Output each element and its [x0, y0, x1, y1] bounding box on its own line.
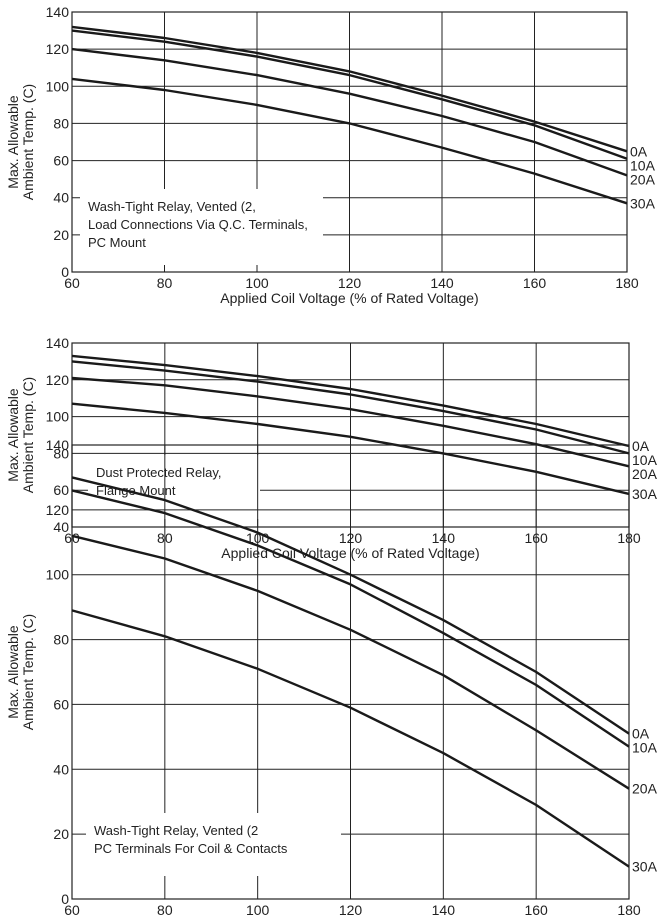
x-tick-label: 60	[64, 902, 80, 915]
series-label-30A: 30A	[630, 195, 656, 211]
x-tick-label: 80	[157, 275, 173, 291]
y-axis-label: Max. Allowable	[5, 95, 21, 189]
y-axis-label: Max. Allowable	[5, 388, 21, 482]
plot-frame	[71, 444, 630, 900]
x-tick-label: 180	[617, 902, 641, 915]
series-line-20A	[71, 376, 630, 468]
series-line-30A	[71, 77, 628, 205]
x-tick-label: 140	[430, 275, 454, 291]
series-label-0A: 0A	[632, 438, 650, 454]
series-label-20A: 20A	[630, 171, 656, 187]
series-label-10A: 10A	[632, 452, 658, 468]
note-box	[88, 455, 260, 519]
y-tick-label: 80	[53, 115, 69, 131]
x-tick-label: 160	[523, 275, 547, 291]
y-tick-label: 40	[53, 761, 69, 777]
x-tick-label: 120	[338, 275, 362, 291]
x-tick-label: 80	[157, 902, 173, 915]
x-tick-label: 100	[245, 275, 269, 291]
series-line-10A	[71, 489, 630, 748]
series-line-30A	[71, 609, 630, 868]
y-tick-label: 40	[53, 519, 69, 535]
y-tick-label: 20	[53, 227, 69, 243]
y-tick-label: 0	[61, 891, 69, 907]
series-label-0A: 0A	[630, 143, 648, 159]
y-axis-label: Ambient Temp. (C)	[20, 84, 36, 200]
y-tick-label: 120	[46, 372, 70, 388]
x-axis-label: Applied Coil Voltage (% of Rated Voltage…	[220, 290, 478, 306]
series-line-20A	[71, 534, 630, 790]
y-tick-label: 100	[46, 567, 70, 583]
x-tick-label: 160	[524, 902, 548, 915]
y-axis-label: Ambient Temp. (C)	[20, 377, 36, 493]
y-tick-label: 60	[53, 153, 69, 169]
chart-note-line: PC Mount	[88, 235, 146, 250]
chart-note-line: Flange Mount	[96, 483, 176, 498]
y-tick-label: 80	[53, 632, 69, 648]
x-tick-label: 180	[615, 275, 639, 291]
series-label-0A: 0A	[632, 726, 650, 742]
y-axis-label: Max. Allowable	[5, 625, 21, 719]
series-line-20A	[71, 47, 628, 177]
y-tick-label: 140	[46, 437, 70, 453]
series-label-30A: 30A	[632, 486, 658, 502]
note-box	[80, 189, 323, 265]
chart-note-line: Wash-Tight Relay, Vented (2,	[88, 199, 256, 214]
series-line-0A	[71, 476, 630, 735]
y-tick-label: 100	[46, 78, 70, 94]
series-label-20A: 20A	[632, 466, 658, 482]
series-line-10A	[71, 29, 628, 160]
y-tick-label: 20	[53, 826, 69, 842]
chart-note-line: Load Connections Via Q.C. Terminals,	[88, 217, 308, 232]
chart-note-line: Dust Protected Relay,	[96, 465, 221, 480]
chart-note-line: Wash-Tight Relay, Vented (2	[94, 823, 258, 838]
y-axis-label: Ambient Temp. (C)	[20, 614, 36, 730]
plot-frame	[71, 11, 628, 273]
series-label-10A: 10A	[632, 740, 658, 756]
y-tick-label: 60	[53, 696, 69, 712]
x-tick-label: 140	[432, 902, 456, 915]
note-box	[86, 813, 341, 876]
y-tick-label: 40	[53, 190, 69, 206]
chart-note-line: PC Terminals For Coil & Contacts	[94, 841, 288, 856]
series-line-0A	[71, 354, 630, 448]
x-tick-label: 100	[246, 902, 270, 915]
y-tick-label: 120	[46, 502, 70, 518]
y-tick-label: 140	[46, 4, 70, 20]
y-tick-label: 100	[46, 409, 70, 425]
y-tick-label: 0	[61, 264, 69, 280]
x-tick-label: 60	[64, 275, 80, 291]
series-line-0A	[71, 25, 628, 153]
y-tick-label: 120	[46, 41, 70, 57]
x-tick-label: 120	[339, 902, 363, 915]
series-label-10A: 10A	[630, 157, 656, 173]
series-label-20A: 20A	[632, 781, 658, 797]
series-line-10A	[71, 360, 630, 455]
y-tick-label: 60	[53, 482, 69, 498]
y-tick-label: 140	[46, 335, 70, 351]
y-tick-label: 80	[53, 445, 69, 461]
series-label-30A: 30A	[632, 859, 658, 875]
